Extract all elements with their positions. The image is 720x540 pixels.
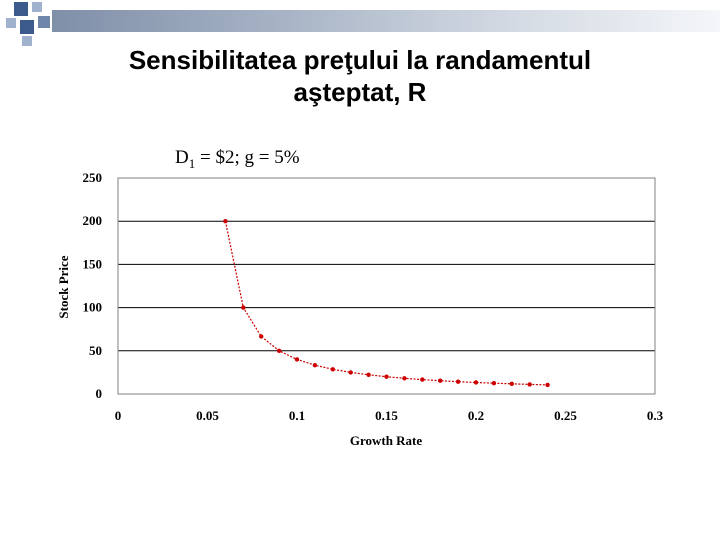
data-point [366, 372, 371, 378]
slide-title-line-2: aşteptat, R [293, 77, 427, 107]
x-tick-label: 0.25 [554, 408, 577, 423]
series-line [224, 221, 548, 386]
data-point [420, 377, 425, 382]
data-point [438, 378, 443, 383]
data-point [491, 381, 497, 386]
decor-square [32, 2, 42, 12]
decor-square [6, 18, 16, 28]
decor-square [20, 20, 34, 34]
slide-title: Sensibilitatea preţului la randamentul a… [0, 44, 720, 108]
data-point [294, 357, 300, 362]
y-tick-label: 150 [83, 256, 103, 271]
gridlines [117, 177, 656, 395]
data-series [223, 219, 550, 388]
x-tick-label: 0.3 [647, 408, 664, 423]
subtitle-subscript: 1 [188, 155, 196, 171]
x-tick-label: 0.15 [375, 408, 398, 423]
plot-frame [117, 177, 656, 395]
data-point [527, 382, 532, 387]
x-tick-labels: 0 0.05 0.1 0.15 0.2 0.25 0.3 [115, 408, 664, 423]
decor-square [22, 36, 32, 46]
decor-square [38, 16, 50, 28]
y-axis-title: Stock Price [56, 255, 71, 318]
data-point [473, 380, 479, 385]
data-point [509, 381, 514, 387]
y-tick-labels: 250 200 150 100 50 0 [83, 170, 103, 401]
data-point [455, 379, 461, 384]
y-tick-label: 0 [96, 386, 103, 401]
y-tick-label: 50 [89, 343, 102, 358]
y-tick-label: 100 [83, 300, 103, 315]
x-axis-title: Growth Rate [350, 433, 423, 448]
decor-square [14, 2, 28, 16]
subtitle-suffix: = $2; g = 5% [195, 147, 300, 168]
data-point [348, 370, 353, 375]
y-tick-label: 200 [83, 213, 103, 228]
data-point [545, 382, 550, 388]
data-point [402, 376, 407, 381]
slide-title-line-1: Sensibilitatea preţului la randamentul [128, 45, 592, 75]
chart-subtitle: D1 = $2; g = 5% [175, 147, 300, 172]
data-point [312, 363, 318, 368]
decorative-top-bar [52, 10, 720, 32]
data-point [223, 219, 228, 224]
y-tick-label: 250 [83, 170, 103, 185]
x-tick-label: 0 [115, 408, 122, 423]
x-tick-label: 0.1 [289, 408, 305, 423]
subtitle-prefix: D [175, 147, 189, 168]
data-point [276, 348, 282, 353]
data-point [384, 374, 389, 379]
x-tick-label: 0.05 [196, 408, 219, 423]
x-tick-label: 0.2 [468, 408, 484, 423]
data-point [241, 305, 246, 310]
data-point [259, 334, 264, 339]
data-point [330, 367, 335, 372]
